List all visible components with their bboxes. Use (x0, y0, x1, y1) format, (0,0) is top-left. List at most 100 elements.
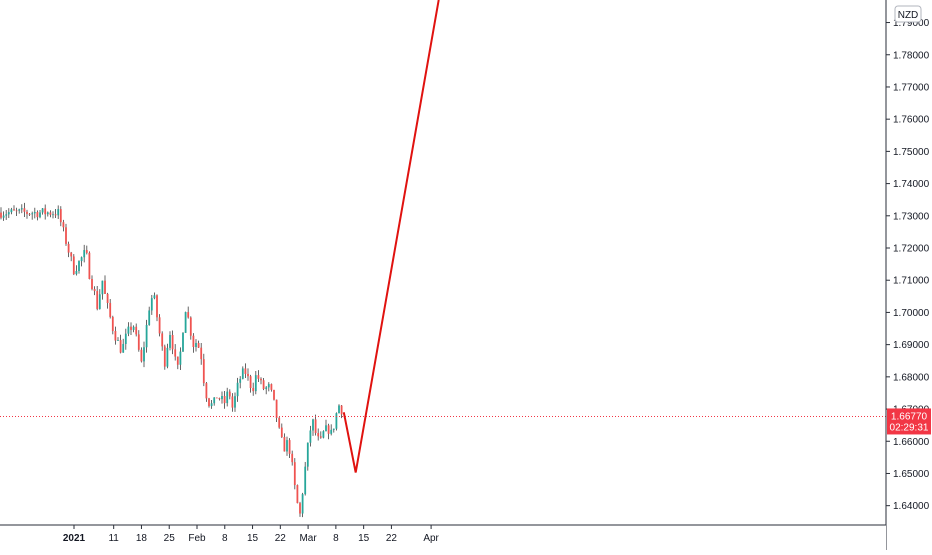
price-tick-label: 1.78000 (893, 50, 930, 61)
price-axis-panel[interactable] (886, 0, 932, 550)
candle-body (317, 433, 320, 437)
candle-body (244, 368, 247, 374)
candle (179, 347, 182, 370)
candle-body (288, 440, 291, 454)
candle (91, 275, 93, 291)
candle-body (254, 375, 257, 392)
candle-body (57, 209, 60, 216)
candle-body (72, 256, 75, 275)
candle (156, 294, 158, 322)
candle-body (161, 333, 164, 347)
candle (205, 381, 208, 402)
candle (306, 442, 309, 471)
candle (291, 450, 294, 466)
candle-body (15, 210, 18, 212)
candle-body (130, 326, 132, 330)
candle (15, 207, 18, 217)
price-tick-label: 1.79000 (893, 18, 930, 29)
candle (189, 316, 192, 340)
candle-body (273, 389, 275, 400)
candle (249, 374, 252, 393)
projection-line[interactable] (342, 0, 440, 473)
candle-body (153, 295, 156, 299)
candle-body (23, 208, 26, 212)
candle (299, 501, 301, 517)
candle-body (54, 214, 57, 216)
candle (127, 322, 130, 337)
candle-body (338, 405, 340, 414)
candle (161, 331, 164, 351)
candle-body (327, 425, 330, 434)
candle (239, 376, 242, 389)
candle-body (65, 227, 67, 244)
price-tick-label: 1.74000 (893, 179, 930, 190)
candle-body (135, 326, 138, 335)
candle (283, 433, 286, 452)
price-axis-ticks: 1.640001.650001.660001.670001.680001.690… (886, 18, 930, 512)
currency-badge[interactable]: NZD (894, 5, 922, 23)
candle (275, 399, 278, 422)
time-tick-label: Mar (299, 533, 317, 544)
candle-body (208, 398, 210, 407)
candle-countdown: 02:29:31 (890, 422, 929, 433)
time-tick-label: 18 (136, 533, 148, 544)
candle (288, 438, 291, 458)
candle-body (143, 347, 145, 362)
time-tick-label: 15 (358, 533, 370, 544)
candle-body (140, 349, 143, 362)
time-axis-ticks: 2021 11 18 25 Feb 8 15 22 Mar 8 15 22 Apr (63, 525, 440, 544)
candle (218, 397, 221, 401)
candle-body (78, 261, 80, 272)
candle (119, 334, 122, 354)
candle (223, 391, 226, 409)
time-axis-panel[interactable] (0, 525, 886, 550)
price-tag-box (887, 408, 931, 435)
candle-body (234, 396, 236, 408)
price-tick-label: 1.77000 (893, 82, 930, 93)
candle (176, 356, 179, 370)
candle (309, 425, 312, 447)
candle-body (189, 317, 192, 336)
candle (57, 205, 60, 220)
candle-body (241, 368, 244, 379)
candle-body (145, 324, 148, 348)
candle-body (46, 212, 49, 215)
candle (187, 306, 190, 319)
candle (2, 211, 5, 221)
candle-body (312, 419, 314, 431)
candle (247, 368, 249, 381)
candle (143, 341, 145, 368)
candle (260, 377, 262, 385)
candle (44, 204, 47, 220)
candle (33, 207, 36, 219)
price-tick-label: 1.68000 (893, 372, 930, 383)
candle-body (109, 302, 112, 317)
candle-body (267, 384, 270, 388)
candle-body (283, 437, 286, 452)
candle (301, 492, 304, 518)
price-tick-label: 1.66000 (893, 437, 930, 448)
candle-body (309, 430, 312, 443)
candle-body (132, 326, 135, 330)
candle-body (179, 351, 182, 365)
candle (101, 280, 104, 300)
candle (174, 344, 177, 361)
candle-body (187, 312, 190, 318)
candle-body (96, 291, 99, 309)
candle-body (221, 395, 223, 400)
candle (124, 328, 127, 350)
candle (83, 244, 86, 263)
candle-body (28, 213, 31, 215)
current-price-tag: 1.66770 02:29:31 (887, 408, 931, 435)
candle-body (104, 280, 106, 294)
candle-body (101, 280, 104, 295)
candle-body (330, 429, 333, 434)
candle (0, 207, 2, 220)
candle-body (36, 211, 39, 218)
candle-body (260, 378, 262, 381)
candle-body (119, 340, 122, 353)
candle-body (306, 442, 309, 467)
candle (312, 418, 314, 436)
